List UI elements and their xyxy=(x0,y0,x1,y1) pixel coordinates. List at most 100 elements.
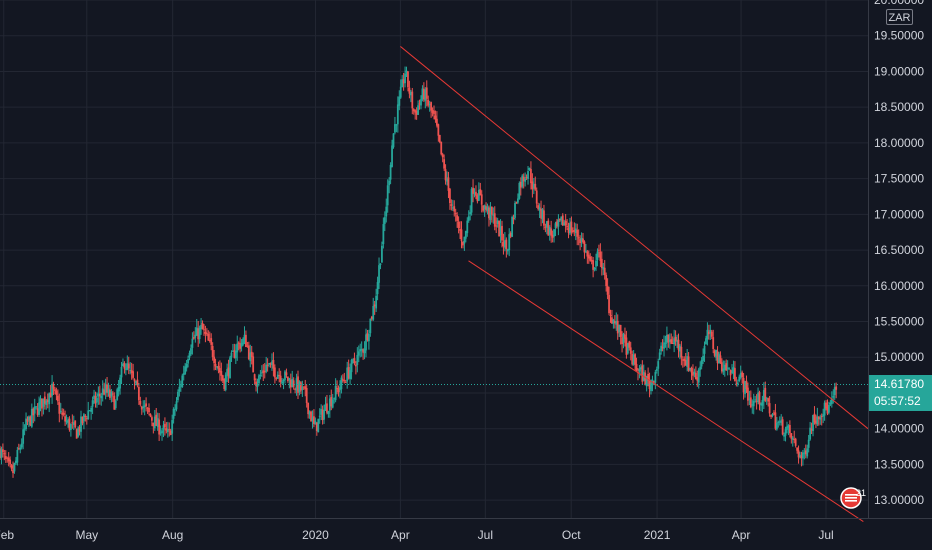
candle-body xyxy=(742,378,745,393)
candle-body xyxy=(246,345,249,347)
candle-body xyxy=(266,364,269,366)
time-axis[interactable]: Feb May Aug 2020 Apr Jul Oct 2021 Apr Jul xyxy=(0,528,834,542)
candle-body xyxy=(74,420,77,428)
candle-body xyxy=(179,385,182,387)
candle-body xyxy=(537,205,540,210)
candle-body xyxy=(188,352,191,358)
candle-body xyxy=(639,367,642,370)
candle-body xyxy=(356,354,359,366)
candle-body xyxy=(826,406,829,414)
candle-body xyxy=(744,380,746,395)
price-axis[interactable]: 20.00000 19.50000 19.00000 18.50000 18.00000… xyxy=(874,0,924,507)
candle-body xyxy=(337,388,340,393)
candle-body xyxy=(524,178,527,182)
candle-body xyxy=(716,351,719,364)
candle-body xyxy=(622,333,625,343)
candle-body xyxy=(41,398,43,409)
candle-body xyxy=(803,452,806,454)
candle-body xyxy=(587,254,590,259)
candle-body xyxy=(638,368,641,372)
candle-body xyxy=(197,328,200,340)
candle-body xyxy=(301,386,304,390)
candle-body xyxy=(710,331,713,337)
candle-body xyxy=(58,402,61,414)
candle-body xyxy=(226,368,229,376)
candle-body xyxy=(784,429,787,436)
candle-body xyxy=(693,371,696,375)
candle-body xyxy=(85,418,88,420)
candle-body xyxy=(381,245,383,263)
candle-body xyxy=(155,414,158,426)
candle-body xyxy=(515,202,518,204)
candle-body xyxy=(245,334,247,348)
candle-body xyxy=(450,204,453,206)
candle-body xyxy=(321,409,324,421)
candle-body xyxy=(832,396,835,398)
candle-body xyxy=(706,329,709,340)
candle-body xyxy=(418,103,421,105)
candle-body xyxy=(748,398,751,400)
candle-body xyxy=(81,416,84,424)
candle-body xyxy=(553,229,555,237)
candle-body xyxy=(78,427,81,432)
candle-body xyxy=(229,357,231,379)
candle-body xyxy=(660,345,663,352)
candle-body xyxy=(804,450,807,455)
candle-body xyxy=(328,398,331,411)
candle-body xyxy=(702,355,704,361)
candle-body xyxy=(64,416,66,422)
candle-body xyxy=(253,374,256,381)
candle-body xyxy=(388,180,391,186)
candle-body xyxy=(815,420,817,424)
candle-body xyxy=(250,351,253,358)
candle-body xyxy=(600,258,603,268)
candle-body xyxy=(0,449,3,458)
candle-body xyxy=(713,350,716,356)
earnings-flag-icon[interactable] xyxy=(838,486,866,510)
channel-trendline[interactable] xyxy=(468,260,864,522)
candle-body xyxy=(259,375,262,377)
candle-body xyxy=(49,392,52,398)
candle-body xyxy=(544,226,547,228)
candle-body xyxy=(122,363,124,366)
candle-body xyxy=(767,398,770,402)
candle-body xyxy=(566,226,568,228)
candle-body xyxy=(793,439,796,441)
candle-body xyxy=(275,377,278,379)
candle-body xyxy=(540,208,542,219)
candle-body xyxy=(699,366,702,370)
candle-body xyxy=(161,430,163,434)
channel-trendline[interactable] xyxy=(400,46,869,430)
candle-body xyxy=(760,404,762,406)
candle-body xyxy=(668,339,671,342)
candle-body xyxy=(739,372,742,378)
candle-body xyxy=(558,219,561,221)
time-tick-label: Feb xyxy=(0,528,14,542)
candle-body xyxy=(459,228,461,231)
candle-body xyxy=(346,367,349,382)
candle-body xyxy=(396,104,399,125)
candle-body xyxy=(462,242,464,246)
candle-body xyxy=(485,206,487,210)
candle-body xyxy=(378,265,380,283)
candle-body xyxy=(145,403,148,407)
candle-body xyxy=(817,416,820,420)
candle-body xyxy=(667,334,670,343)
candle-body xyxy=(673,338,676,345)
candle-body xyxy=(88,410,91,412)
candle-body xyxy=(149,413,152,417)
candle-body xyxy=(297,376,299,393)
candle-body xyxy=(422,88,425,100)
candle-body xyxy=(554,223,557,228)
candle-body xyxy=(833,387,836,396)
candle-body xyxy=(232,350,234,352)
candle-body xyxy=(9,459,12,465)
candle-body xyxy=(797,450,800,458)
candle-body xyxy=(101,388,104,395)
candle-body xyxy=(344,381,347,383)
candle-body xyxy=(490,206,493,215)
candle-body xyxy=(116,389,119,400)
candle-body xyxy=(260,372,263,374)
candle-body xyxy=(700,359,703,367)
